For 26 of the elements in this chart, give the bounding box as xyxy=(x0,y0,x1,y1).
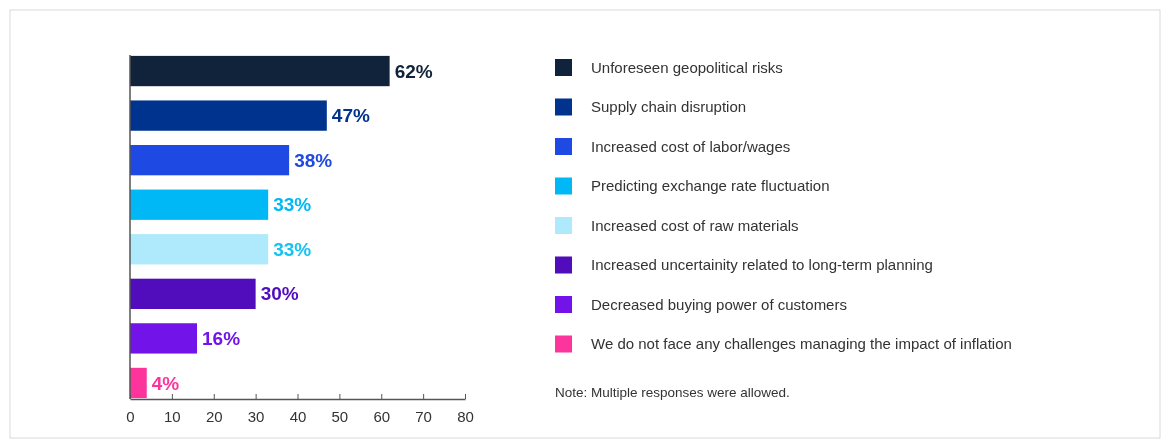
data-label: 33% xyxy=(273,194,312,216)
x-tick-label: 30 xyxy=(247,407,265,425)
legend-label: We do not face any challenges managing the impact of inflation xyxy=(591,335,1012,353)
x-tick-label: 10 xyxy=(164,407,181,425)
legend-label: Increased cost of labor/wages xyxy=(591,137,791,155)
data-label: 47% xyxy=(331,105,370,127)
x-tick-label: 60 xyxy=(373,407,391,425)
legend-label: Predicting exchange rate fluctuation xyxy=(591,177,830,195)
legend-label: Supply chain disruption xyxy=(591,98,747,116)
legend-label: Decreased buying power of customers xyxy=(591,295,847,313)
x-tick-label: 40 xyxy=(289,407,307,425)
data-label: 62% xyxy=(394,60,433,82)
data-label: 16% xyxy=(202,328,241,350)
x-tick-label: 50 xyxy=(331,407,349,425)
x-tick-label: 20 xyxy=(205,407,223,425)
legend-label: Increased uncertainity related to long-term planning xyxy=(591,256,933,274)
data-label: 33% xyxy=(273,238,312,260)
data-label: 4% xyxy=(151,372,180,394)
x-tick-label: 80 xyxy=(457,407,474,425)
x-tick-label: 0 xyxy=(126,407,135,425)
text: Note: Multiple responses were allowed. xyxy=(555,384,790,400)
legend-label: Increased cost of raw materials xyxy=(591,216,799,234)
x-tick-label: 70 xyxy=(415,407,432,425)
data-label: 38% xyxy=(294,149,333,171)
data-label: 30% xyxy=(260,283,299,305)
legend-label: Unforeseen geopolitical risks xyxy=(591,58,783,76)
